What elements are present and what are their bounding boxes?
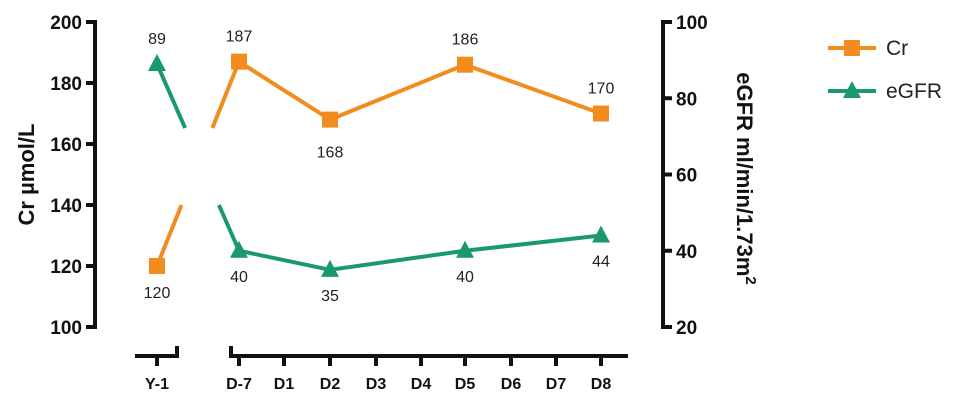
marker-cr <box>149 258 165 274</box>
data-label-cr: 187 <box>226 29 253 46</box>
x-tick-label: D-7 <box>226 376 252 393</box>
marker-egfr <box>230 240 248 258</box>
x-tick-label: Y-1 <box>145 376 169 393</box>
series-line-cr-break-end <box>210 60 241 129</box>
right-y-axis-title-superscript: 2 <box>742 276 759 284</box>
left-y-axis-title: Cr µmol/L <box>14 124 39 226</box>
x-tick-label: D5 <box>455 376 476 393</box>
data-label-egfr: 89 <box>148 31 166 48</box>
left-y-tick-label: 120 <box>50 257 82 278</box>
series-line-egfr <box>238 233 602 272</box>
data-label-egfr: 35 <box>321 288 339 305</box>
series-line-cr <box>237 59 602 122</box>
axes-group: 100 120 140 160 180 200 Cr µmol/L 20 40 60 80 100 eG… <box>14 13 759 393</box>
legend: Cr eGFR <box>828 37 942 103</box>
marker-cr <box>457 56 473 73</box>
series-line-egfr-break-end <box>217 204 241 252</box>
marker-egfr <box>148 53 166 71</box>
data-label-cr: 186 <box>452 32 479 49</box>
legend-label: Cr <box>886 37 908 60</box>
right-y-tick-label: 60 <box>676 166 697 187</box>
data-label-cr: 120 <box>144 285 171 302</box>
x-tick-label: D4 <box>411 376 432 393</box>
data-labels-group: 120 187 168 186 170 89 40 35 40 44 <box>144 29 615 305</box>
series-line-egfr-break-start <box>155 63 187 129</box>
series-line-cr-break-start <box>155 204 184 267</box>
left-y-tick-label: 160 <box>50 135 82 156</box>
marker-cr <box>322 111 338 128</box>
data-label-cr: 168 <box>317 145 344 162</box>
right-y-tick-label: 100 <box>676 13 708 34</box>
legend-swatch-marker <box>844 40 860 56</box>
right-y-tick-label: 80 <box>676 89 697 110</box>
right-y-tick-label: 40 <box>676 242 697 263</box>
left-y-tick-label: 140 <box>50 196 82 217</box>
marker-cr <box>231 53 247 70</box>
marker-cr <box>593 105 609 122</box>
x-tick-label: D1 <box>274 376 295 393</box>
series-lines-group <box>155 59 602 272</box>
right-y-tick-label: 20 <box>676 318 697 339</box>
right-y-axis-title: eGFR ml/min/1.73m2 <box>732 72 759 285</box>
series-markers-group <box>148 53 610 277</box>
marker-egfr <box>321 259 339 277</box>
x-tick-label: D2 <box>320 376 341 393</box>
left-y-tick-label: 200 <box>50 13 82 34</box>
x-tick-label: D3 <box>366 376 387 393</box>
x-tick-label: D8 <box>591 376 612 393</box>
marker-egfr <box>456 240 474 258</box>
legend-label: eGFR <box>886 80 942 103</box>
data-label-egfr: 44 <box>592 254 610 271</box>
legend-swatch-marker <box>843 81 861 98</box>
data-label-egfr: 40 <box>456 269 474 286</box>
x-tick-label: D7 <box>546 376 567 393</box>
data-label-cr: 170 <box>588 81 615 98</box>
data-label-egfr: 40 <box>230 269 248 286</box>
marker-egfr <box>592 225 610 243</box>
left-y-tick-label: 180 <box>50 74 82 95</box>
left-y-tick-label: 100 <box>50 318 82 339</box>
right-y-axis-title-main: eGFR ml/min/1.73m <box>732 72 757 276</box>
x-tick-label: D6 <box>501 376 522 393</box>
